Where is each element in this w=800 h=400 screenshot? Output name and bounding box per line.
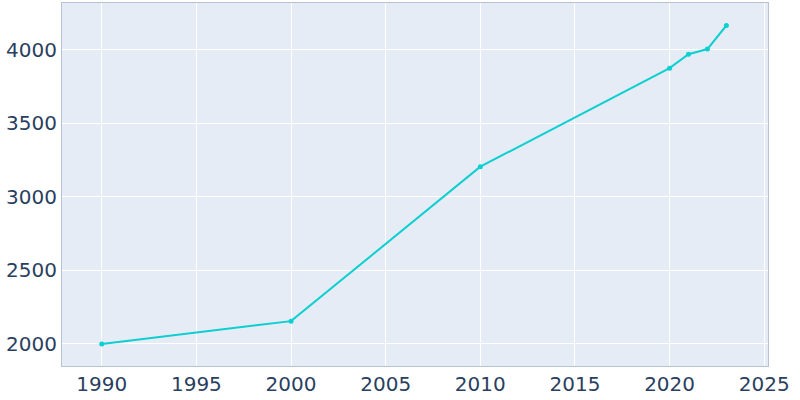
svg-text:2500: 2500: [6, 258, 57, 282]
svg-text:2025: 2025: [739, 372, 790, 396]
svg-text:2010: 2010: [455, 372, 506, 396]
svg-text:2000: 2000: [266, 372, 317, 396]
svg-text:2000: 2000: [6, 332, 57, 356]
svg-text:2020: 2020: [644, 372, 695, 396]
svg-text:2005: 2005: [360, 372, 411, 396]
svg-text:4000: 4000: [6, 38, 57, 62]
svg-text:1990: 1990: [76, 372, 127, 396]
svg-text:2015: 2015: [549, 372, 600, 396]
svg-text:3500: 3500: [6, 111, 57, 135]
svg-text:3000: 3000: [6, 185, 57, 209]
svg-text:1995: 1995: [171, 372, 222, 396]
